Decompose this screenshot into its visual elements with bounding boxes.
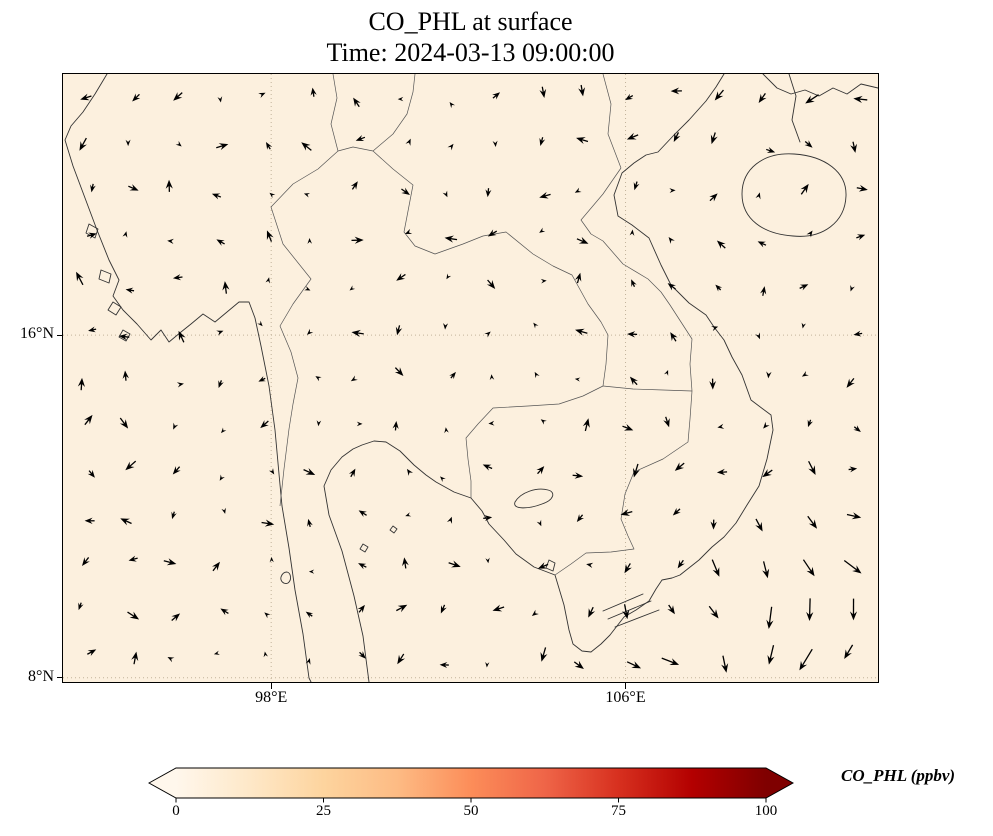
axis-tick-mark (625, 683, 627, 689)
map-canvas (63, 74, 878, 682)
axis-tick-mark (57, 677, 63, 679)
xtick-98e: 98°E (255, 689, 288, 706)
colorbar-tick-25: 25 (316, 803, 331, 819)
map-plot-area (62, 73, 879, 683)
colorbar-tick-100: 100 (754, 803, 778, 819)
colorbar (147, 767, 795, 810)
chart-subtitle-time: Time: 2024-03-13 09:00:00 (326, 38, 615, 67)
colorbar-tick-75: 75 (611, 803, 626, 819)
xtick-106e: 106°E (605, 689, 646, 706)
ytick-16n: 16°N (20, 325, 54, 343)
colorbar-bar (147, 767, 795, 799)
colorbar-tick-0: 0 (172, 803, 180, 819)
title-block: CO_PHL at surface Time: 2024-03-13 09:00… (62, 6, 879, 68)
gridlines (63, 74, 878, 682)
colorbar-gradient (147, 767, 795, 803)
chart-title: CO_PHL at surface (368, 7, 573, 36)
axis-tick-mark (57, 334, 63, 336)
co-field (63, 74, 878, 682)
colorbar-tick-50: 50 (463, 803, 479, 819)
country-borders (270, 74, 693, 576)
colorbar-title: CO_PHL (ppbv) (841, 766, 956, 785)
wind-quiver (76, 84, 868, 673)
axis-tick-mark (270, 683, 272, 689)
coastlines (64, 74, 878, 682)
ytick-8n: 8°N (28, 667, 54, 685)
